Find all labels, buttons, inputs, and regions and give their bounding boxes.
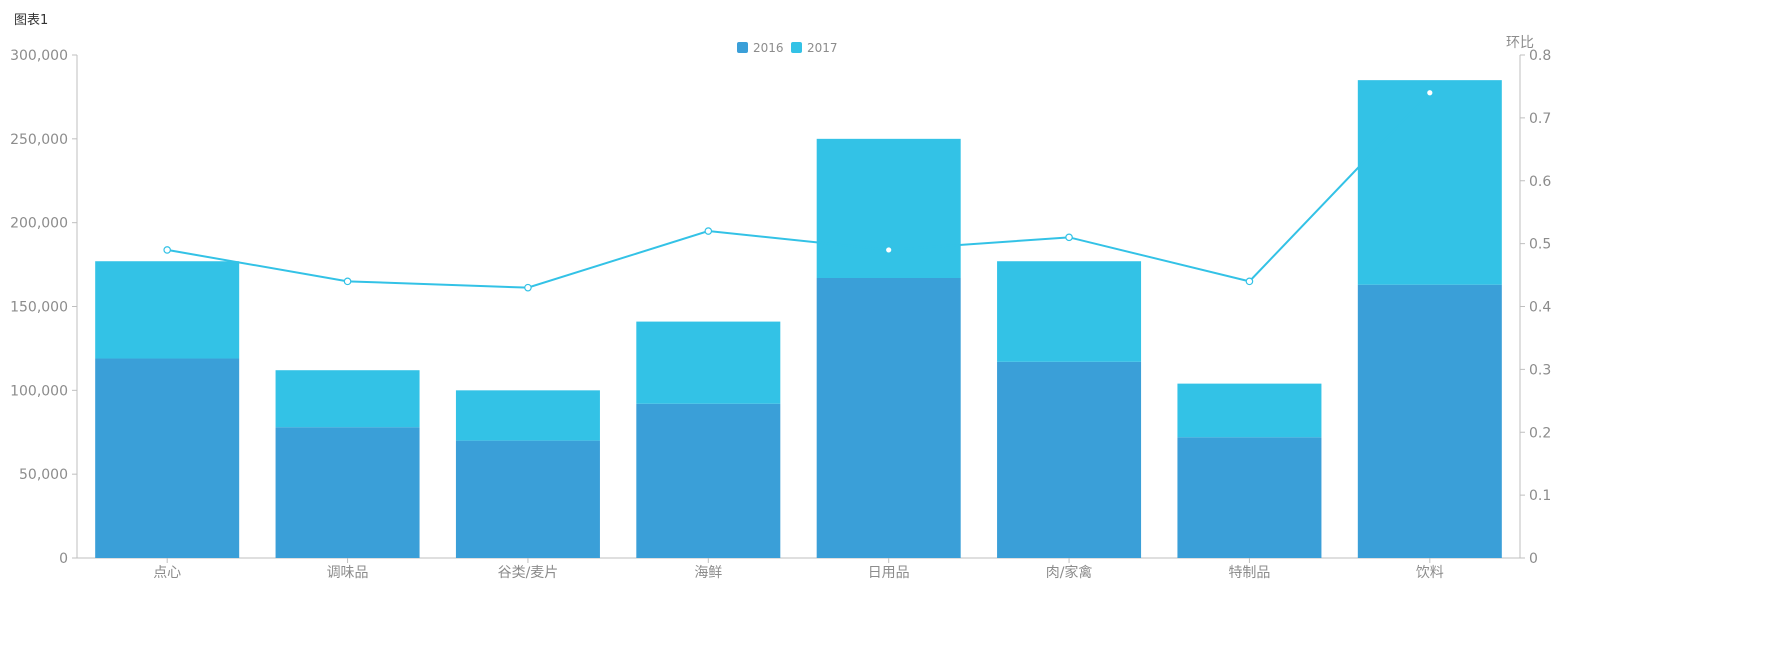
bar-2017: [816, 138, 961, 278]
right-tick-label: 0.4: [1529, 300, 1551, 316]
ratio-point: [884, 246, 893, 254]
legend-label: 2017: [807, 41, 838, 55]
right-tick-label: 0: [1529, 551, 1538, 567]
category-label: 谷类/麦片: [498, 565, 559, 581]
right-tick-label: 0.2: [1529, 425, 1551, 441]
bar-2017: [455, 390, 600, 441]
left-tick-label: 300,000: [10, 48, 68, 64]
category-label: 海鲜: [694, 565, 722, 581]
ratio-point: [163, 246, 171, 254]
legend-item-2017[interactable]: 2017: [791, 41, 838, 55]
legend-item-2016[interactable]: 2016: [737, 41, 784, 55]
ratio-point: [704, 227, 713, 235]
legend-swatch: [791, 42, 802, 53]
right-tick-label: 0.7: [1529, 111, 1551, 127]
left-tick-label: 250,000: [10, 132, 68, 148]
left-tick-label: 150,000: [10, 300, 68, 316]
left-tick-label: 200,000: [10, 216, 68, 232]
bars: [95, 80, 1502, 558]
ratio-point: [343, 277, 352, 286]
right-axis-title: 环比: [1506, 35, 1534, 51]
right-tick-label: 0.5: [1529, 237, 1551, 253]
left-tick-label: 0: [59, 551, 68, 567]
bar-2016: [455, 440, 600, 558]
category-label: 特制品: [1228, 565, 1270, 581]
category-label: 饮料: [1416, 565, 1444, 581]
bar-2016: [997, 361, 1142, 558]
ratio-line-path: [167, 92, 1431, 289]
legend[interactable]: 2016 2017: [737, 41, 838, 55]
bar-2016: [1357, 284, 1502, 558]
bar-2016: [95, 358, 240, 558]
bar-2017: [636, 321, 781, 404]
category-labels: 点心 调味品 谷类/麦片 海鲜 日用品 肉/家禽 特制品 饮料: [153, 564, 1444, 581]
left-tick-label: 50,000: [19, 467, 68, 483]
bar-2016: [816, 277, 961, 558]
ratio-point: [1065, 233, 1073, 242]
right-tick-label: 0.1: [1529, 488, 1551, 504]
bar-2017: [95, 261, 240, 359]
ratio-point: [524, 283, 532, 292]
bar-2017: [275, 370, 420, 428]
bar-2016: [275, 427, 420, 558]
left-tick-label: 100,000: [10, 383, 68, 399]
category-label: 点心: [153, 565, 181, 581]
bar-2017: [1177, 383, 1322, 438]
ratio-line: [163, 88, 1434, 292]
right-tick-label: 0.8: [1529, 48, 1551, 64]
bar-2017: [1357, 80, 1502, 285]
category-label: 调味品: [327, 565, 369, 581]
category-label: 肉/家禽: [1046, 564, 1093, 581]
ratio-point: [1245, 277, 1254, 286]
bar-2016: [636, 403, 781, 558]
legend-swatch: [737, 42, 748, 53]
right-tick-label: 0.3: [1529, 362, 1551, 378]
right-tick-label: 0.6: [1529, 174, 1551, 190]
category-label: 日用品: [868, 565, 910, 581]
chart-title: 图表1: [14, 13, 49, 28]
bar-2017: [997, 261, 1142, 362]
legend-label: 2016: [753, 41, 784, 55]
bar-2016: [1177, 437, 1322, 558]
ratio-point: [1426, 88, 1434, 97]
